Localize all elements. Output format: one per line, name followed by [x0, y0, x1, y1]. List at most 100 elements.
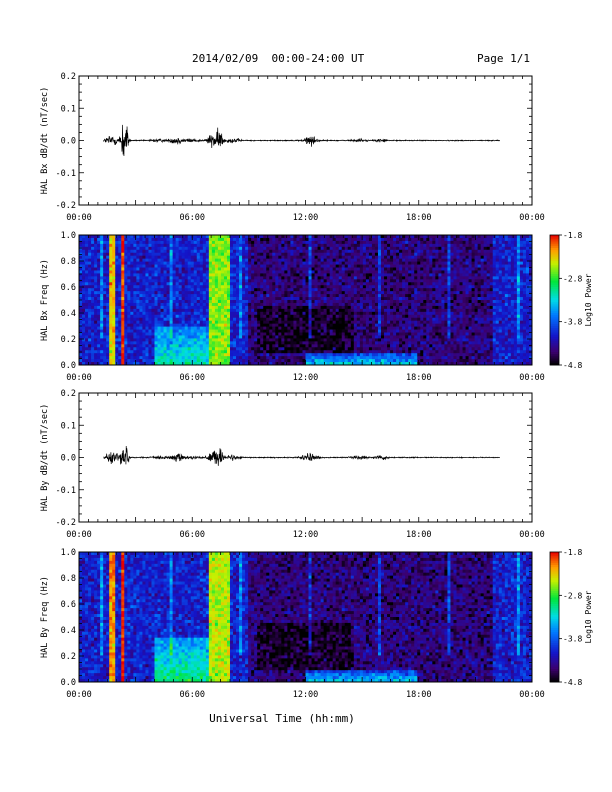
spectrogram-cell — [230, 300, 234, 304]
spectrogram-cell — [332, 297, 337, 301]
spectrogram-cell — [230, 350, 234, 354]
spectrogram-cell — [151, 329, 155, 333]
spectrogram-cell — [106, 264, 110, 268]
spectrogram-cell — [109, 308, 113, 313]
spectrogram-cell — [100, 329, 104, 333]
spectrogram-cell — [208, 326, 213, 330]
spectrogram-cell — [127, 317, 131, 322]
spectrogram-cell — [91, 344, 95, 348]
spectrogram-cell — [356, 255, 361, 260]
spectrogram-cell — [154, 267, 158, 271]
spectrogram-cell — [208, 341, 213, 345]
spectrogram-cell — [226, 279, 231, 283]
spectrogram-cell — [106, 252, 110, 257]
spectrogram-cell — [118, 332, 122, 336]
spectrogram-cell — [79, 335, 83, 339]
spectrogram-cell — [214, 264, 219, 268]
spectrogram-cell — [314, 317, 318, 322]
spectrogram-cell — [91, 261, 95, 265]
spectrogram-cell — [405, 300, 409, 304]
spectrogram-cell — [371, 338, 376, 342]
spectrogram-cell — [381, 320, 385, 325]
spectrogram-cell — [199, 332, 204, 336]
spectrogram-cell — [236, 297, 240, 301]
spectrogram-cell — [381, 261, 385, 265]
spectrogram-cell — [408, 344, 412, 348]
spectrogram-cell — [287, 347, 291, 351]
spectrogram-cell — [290, 347, 294, 351]
spectrogram-cell — [130, 353, 134, 357]
spectrogram-cell — [269, 311, 273, 316]
spectrogram-cell — [281, 270, 285, 274]
spectrogram-cell — [377, 314, 382, 319]
spectrogram-cell — [396, 261, 400, 265]
spectrogram-cell — [230, 240, 234, 245]
spectrogram-cell — [263, 288, 267, 292]
spectrogram-cell — [341, 347, 346, 351]
spectrogram-cell — [251, 267, 255, 271]
spectrogram-cell — [278, 338, 282, 342]
spectrogram-cell — [136, 341, 140, 345]
spectrogram-cell — [94, 270, 98, 274]
spectrogram-cell — [326, 347, 331, 351]
spectrogram-cell — [281, 344, 285, 348]
spectrogram-cell — [308, 323, 312, 327]
spectrogram-cell — [175, 285, 180, 289]
spectrogram-cell — [393, 329, 397, 333]
spectrogram-cell — [311, 276, 315, 280]
spectrogram-cell — [314, 300, 318, 304]
spectrogram-cell — [172, 317, 177, 322]
spectrogram-cell — [226, 297, 231, 301]
spectrogram-cell — [205, 294, 210, 298]
spectrogram-cell — [208, 288, 213, 292]
spectrogram-cell — [211, 237, 216, 242]
spectrogram-cell — [172, 270, 177, 274]
spectrogram-cell — [393, 362, 397, 366]
spectrogram-cell — [196, 264, 201, 268]
spectrogram-cell — [278, 329, 282, 333]
spectrogram-cell — [290, 359, 294, 363]
spectrogram-cell — [405, 320, 409, 325]
spectrogram-cell — [223, 237, 228, 242]
spectrogram-cell — [314, 297, 318, 301]
spectrogram-cell — [100, 276, 104, 280]
spectrogram-cell — [220, 350, 225, 354]
spectrogram-cell — [127, 300, 131, 304]
spectrogram-cell — [374, 249, 379, 254]
spectrogram-cell — [223, 270, 228, 274]
spectrogram-cell — [106, 323, 110, 327]
spectrogram-cell — [362, 235, 367, 239]
spectrogram-cell — [371, 344, 376, 348]
spectrogram-cell — [145, 305, 149, 310]
spectrogram-cell — [193, 356, 198, 360]
spectrogram-cell — [175, 267, 180, 271]
spectrogram-cell — [166, 332, 170, 336]
spectrogram-cell — [112, 329, 116, 333]
spectrogram-cell — [223, 326, 228, 330]
spectrogram-cell — [226, 350, 231, 354]
spectrogram-cell — [314, 246, 318, 251]
spectrogram-cell — [178, 288, 183, 292]
spectrogram-cell — [399, 240, 403, 245]
spectrogram-cell — [82, 267, 86, 271]
spectrogram-cell — [338, 240, 343, 245]
spectrogram-cell — [239, 237, 243, 242]
spectrogram-cell — [320, 320, 325, 325]
spectrogram-cell — [302, 282, 306, 286]
spectrogram-cell — [106, 279, 110, 283]
spectrogram-cell — [199, 320, 204, 325]
spectrogram-cell — [390, 311, 394, 316]
spectrogram-cell — [305, 356, 309, 360]
spectrogram-cell — [296, 243, 300, 248]
spectrogram-cell — [190, 246, 195, 251]
spectrogram-cell — [314, 255, 318, 260]
spectrogram-cell — [127, 237, 131, 242]
spectrogram-cell — [278, 362, 282, 366]
spectrogram-cell — [393, 243, 397, 248]
spectrogram-cell — [399, 258, 403, 262]
spectrogram-cell — [329, 270, 334, 274]
spectrogram-cell — [199, 255, 204, 260]
spectrogram-cell — [166, 323, 170, 327]
spectrogram-cell — [133, 249, 137, 254]
spectrogram-cell — [181, 338, 186, 342]
